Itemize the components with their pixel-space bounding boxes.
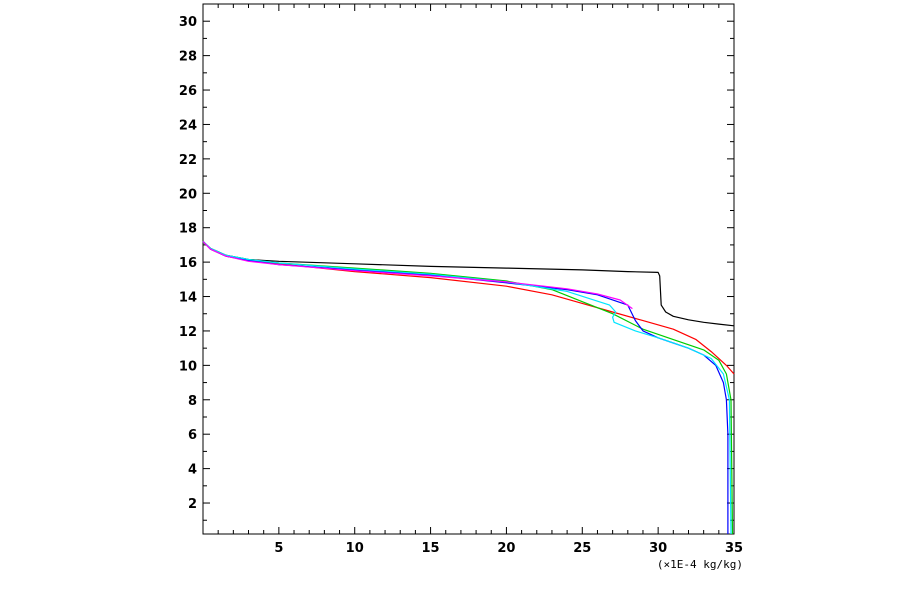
x-tick-label: 35 xyxy=(725,541,743,556)
y-tick-label: 22 xyxy=(179,153,197,168)
axis-ticks xyxy=(203,4,735,534)
series-lines xyxy=(202,241,735,535)
x-tick-label: 10 xyxy=(346,541,364,556)
y-tick-label: 30 xyxy=(179,15,197,30)
x-tick-label: 5 xyxy=(274,541,283,556)
x-tick-label: 30 xyxy=(649,541,667,556)
y-tick-label: 20 xyxy=(179,187,197,202)
y-tick-label: 4 xyxy=(188,463,197,478)
y-tick-label: 10 xyxy=(179,359,197,374)
y-tick-label: 26 xyxy=(179,84,197,99)
y-tick-label: 28 xyxy=(179,50,197,65)
y-tick-label: 6 xyxy=(188,428,197,443)
y-tick-label: 8 xyxy=(188,394,197,409)
plot-area xyxy=(202,3,735,535)
y-tick-label: 18 xyxy=(179,222,197,237)
y-tick-label: 2 xyxy=(188,497,197,512)
y-tick-label: 12 xyxy=(179,325,197,340)
x-tick-label: 25 xyxy=(573,541,591,556)
y-tick-label: 14 xyxy=(179,291,197,306)
series-line-6 xyxy=(202,241,633,310)
series-line-5 xyxy=(202,241,732,535)
x-tick-label: 15 xyxy=(422,541,440,556)
y-tick-label: 24 xyxy=(179,118,197,133)
y-tick-label: 16 xyxy=(179,256,197,271)
x-unit-label: (×1E-4 kg/kg) xyxy=(657,558,743,571)
x-tick-label: 20 xyxy=(497,541,515,556)
